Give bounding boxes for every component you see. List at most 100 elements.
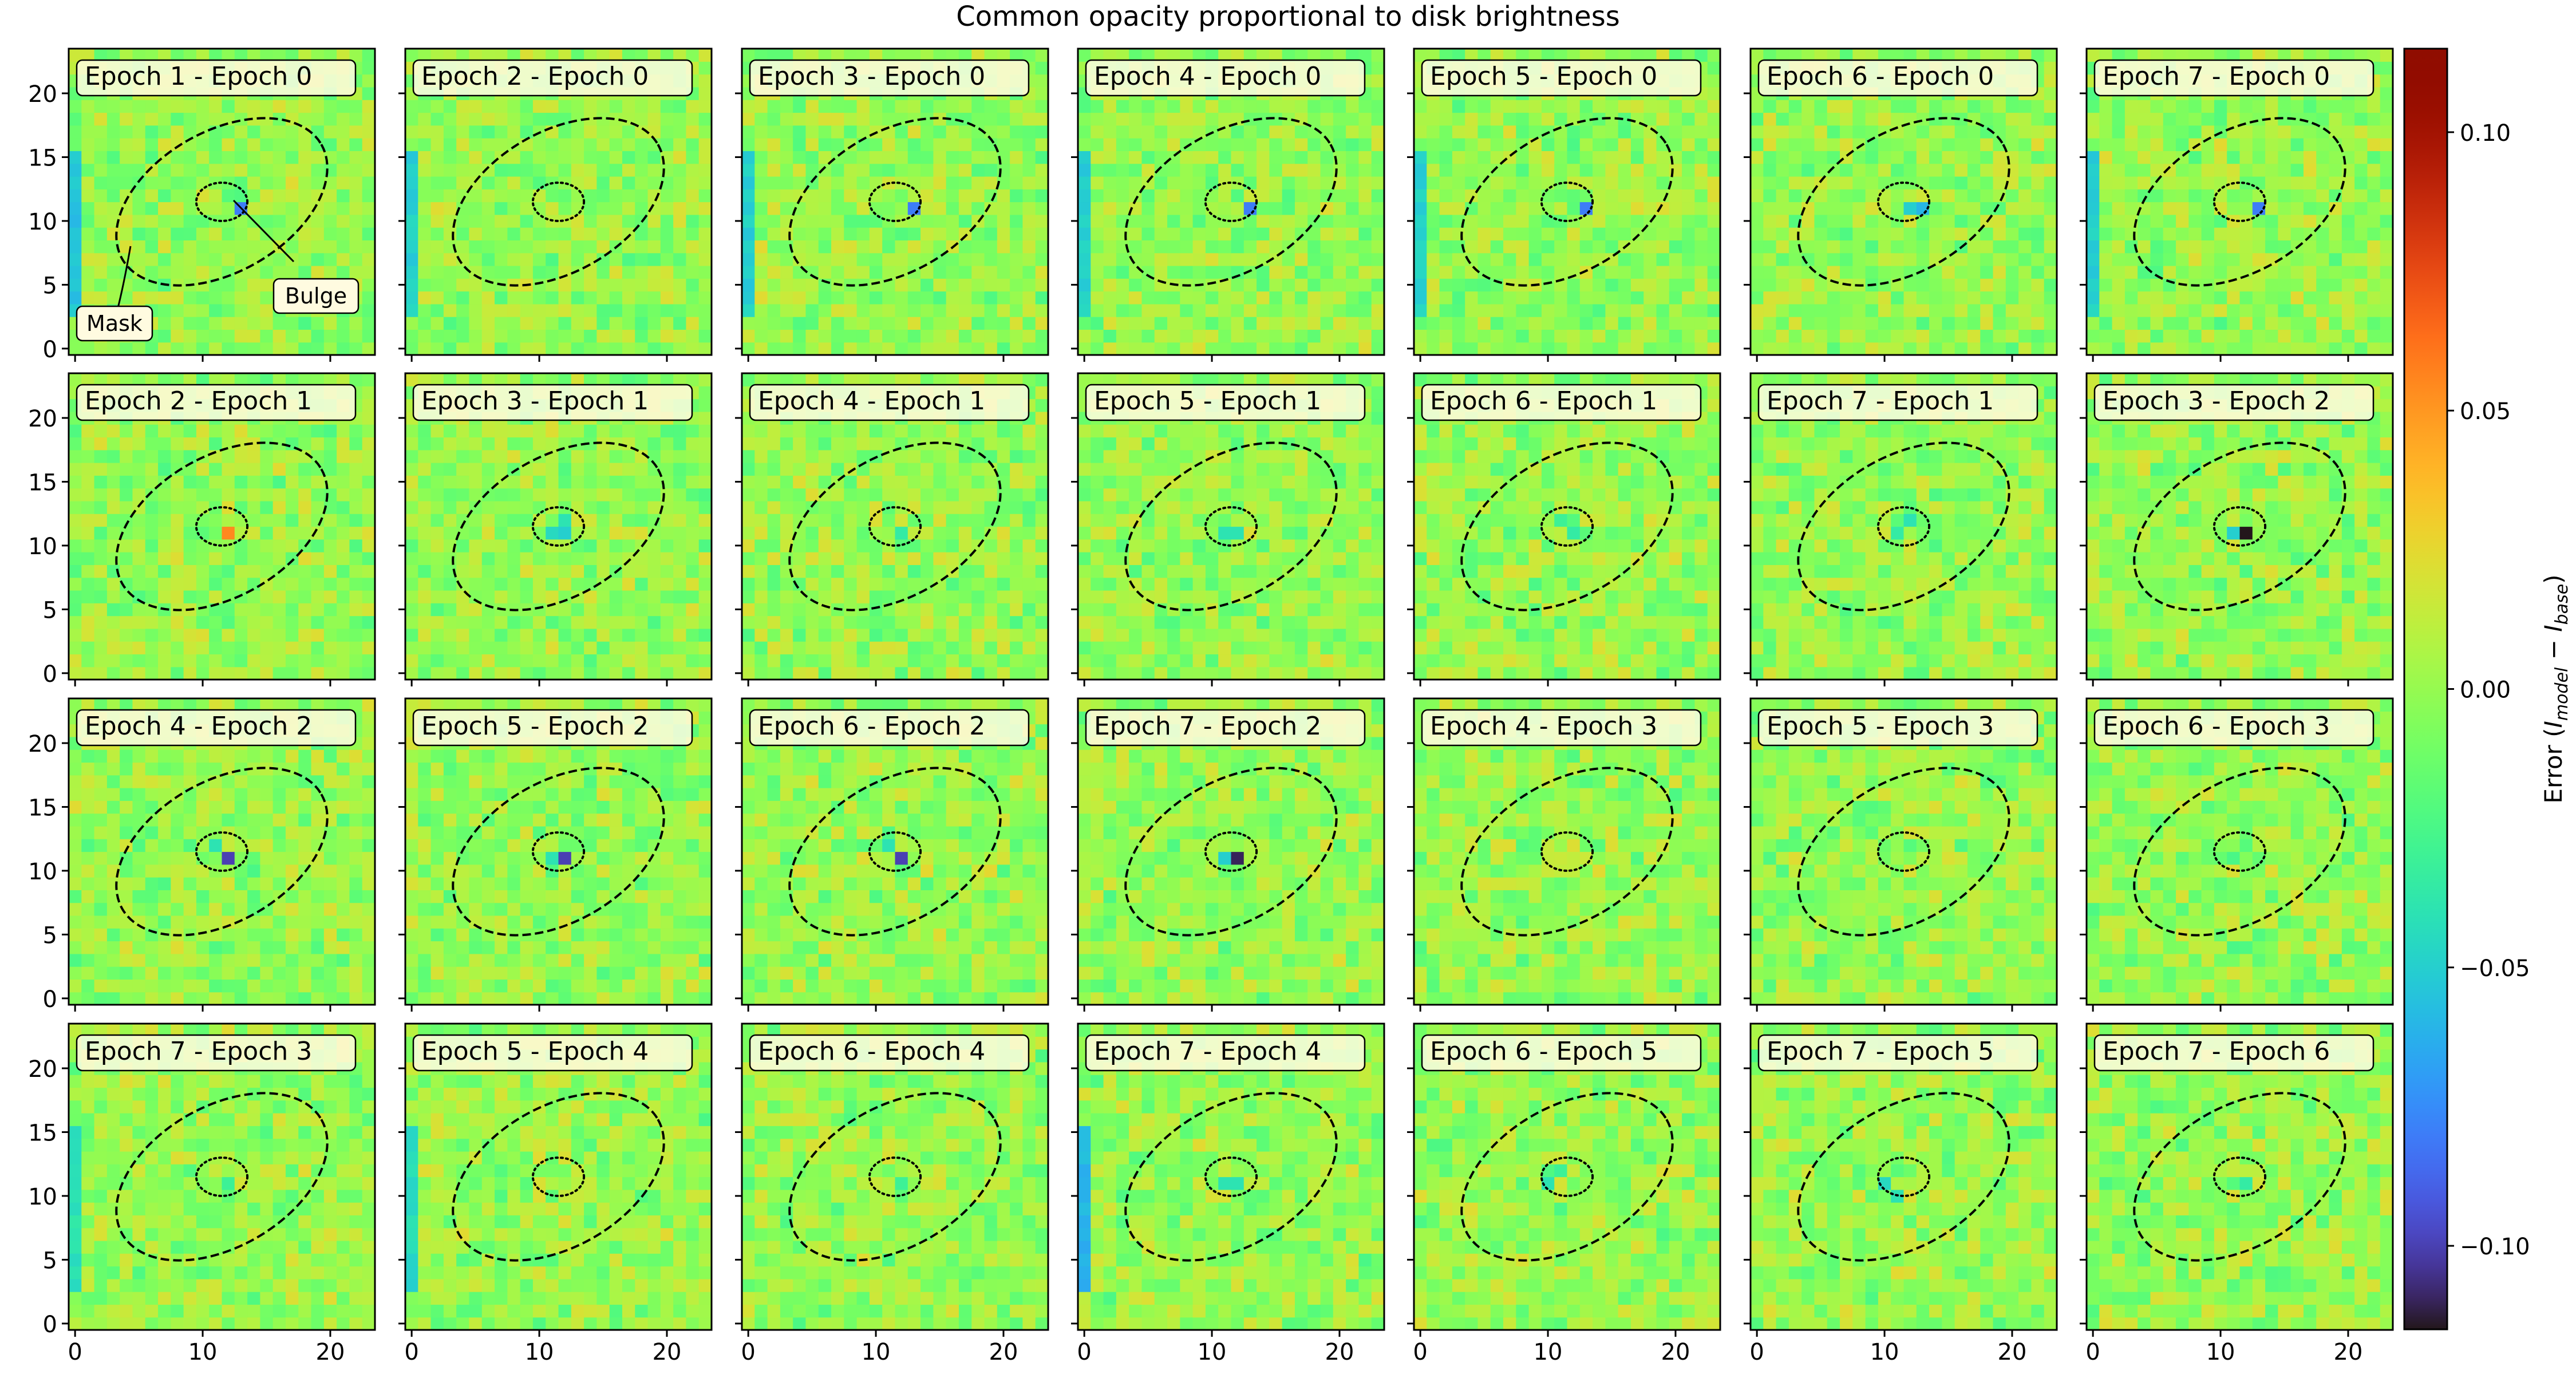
heatmap-cell xyxy=(1010,100,1024,113)
heatmap-cell xyxy=(1218,317,1232,330)
heatmap-cell xyxy=(2252,291,2266,305)
heatmap-cell xyxy=(698,342,712,356)
heatmap-cell xyxy=(2290,227,2304,240)
heatmap-cell xyxy=(520,202,534,215)
heatmap-cell xyxy=(2124,112,2138,126)
heatmap-cell xyxy=(2329,317,2342,330)
heatmap-cell xyxy=(1022,252,1036,266)
heatmap-cell xyxy=(145,654,159,668)
heatmap-cell xyxy=(1371,317,1385,330)
heatmap-cell xyxy=(958,176,972,189)
heatmap-cell xyxy=(520,654,534,668)
heatmap-cell xyxy=(81,564,95,578)
heatmap-cell xyxy=(106,552,120,565)
heatmap-cell xyxy=(430,151,444,164)
heatmap-cell xyxy=(844,214,858,228)
heatmap-cell xyxy=(1788,138,1802,151)
heatmap-cell xyxy=(1618,202,1631,215)
heatmap-cell xyxy=(430,342,444,356)
heatmap-cell xyxy=(1993,202,2006,215)
heatmap-cell xyxy=(1801,163,1815,177)
heatmap-cell xyxy=(1865,189,1879,203)
heatmap-cell xyxy=(1801,214,1815,228)
heatmap-cell xyxy=(622,240,635,254)
heatmap-cell xyxy=(1840,342,1853,356)
heatmap-cell xyxy=(571,564,584,578)
heatmap-cell xyxy=(234,329,248,343)
heatmap-cell xyxy=(196,437,210,451)
heatmap-cell xyxy=(673,317,687,330)
heatmap-cell xyxy=(686,666,700,680)
heatmap-cell xyxy=(571,666,584,680)
heatmap-cell xyxy=(247,252,260,266)
heatmap-cell xyxy=(481,342,495,356)
heatmap-cell xyxy=(1751,329,1764,343)
heatmap-cell xyxy=(1503,317,1516,330)
heatmap-cell xyxy=(349,163,363,177)
heatmap-cell xyxy=(1439,303,1453,317)
heatmap-cell xyxy=(1414,138,1427,151)
heatmap-cell xyxy=(2329,240,2342,254)
heatmap-cell xyxy=(1554,342,1568,356)
heatmap-cell xyxy=(106,577,120,591)
heatmap-cell xyxy=(596,189,610,203)
heatmap-cell xyxy=(1707,189,1721,203)
heatmap-cell xyxy=(2341,240,2355,254)
heatmap-cell xyxy=(234,151,248,164)
heatmap-cell xyxy=(1257,100,1270,113)
heatmap-cell xyxy=(2087,252,2100,266)
heatmap-cell xyxy=(1776,317,1789,330)
heatmap-cell xyxy=(1129,317,1143,330)
heatmap-cell xyxy=(145,151,159,164)
heatmap-cell xyxy=(609,176,623,189)
heatmap-cell xyxy=(2112,214,2125,228)
heatmap-cell xyxy=(780,202,793,215)
heatmap-cell xyxy=(997,252,1010,266)
heatmap-cell xyxy=(1801,265,1815,279)
heatmap-cell xyxy=(158,100,171,113)
heatmap-cell xyxy=(971,189,985,203)
heatmap-cell xyxy=(1477,100,1491,113)
heatmap-cell xyxy=(171,500,184,514)
heatmap-cell xyxy=(120,100,133,113)
heatmap-cell xyxy=(481,564,495,578)
heatmap-cell xyxy=(647,291,661,305)
heatmap-cell xyxy=(507,176,521,189)
heatmap-cell xyxy=(1320,151,1334,164)
heatmap-cell xyxy=(1333,125,1346,139)
heatmap-cell xyxy=(1333,278,1346,292)
heatmap-cell xyxy=(1554,112,1568,126)
heatmap-cell xyxy=(260,291,274,305)
heatmap-cell xyxy=(558,278,572,292)
heatmap-cell xyxy=(2316,163,2330,177)
heatmap-cell xyxy=(495,189,508,203)
heatmap-cell xyxy=(1307,202,1321,215)
heatmap-cell xyxy=(584,112,597,126)
heatmap-cell xyxy=(481,666,495,680)
heatmap-cell xyxy=(132,526,146,540)
heatmap-cell xyxy=(1605,151,1619,164)
heatmap-cell xyxy=(2316,227,2330,240)
heatmap-cell xyxy=(1320,125,1334,139)
heatmap-cell xyxy=(558,214,572,228)
heatmap-cell xyxy=(106,437,120,451)
heatmap-cell xyxy=(106,151,120,164)
heatmap-cell xyxy=(1643,100,1657,113)
heatmap-cell xyxy=(362,386,376,400)
heatmap-cell xyxy=(1371,138,1385,151)
heatmap-cell xyxy=(1231,189,1244,203)
heatmap-cell xyxy=(673,564,687,578)
heatmap-cell xyxy=(971,202,985,215)
heatmap-cell xyxy=(1414,329,1427,343)
heatmap-cell xyxy=(94,214,108,228)
heatmap-cell xyxy=(1371,214,1385,228)
heatmap-cell xyxy=(2380,278,2393,292)
heatmap-cell xyxy=(1694,317,1708,330)
heatmap-cell xyxy=(183,151,197,164)
heatmap-cell xyxy=(298,252,312,266)
heatmap-cell xyxy=(120,552,133,565)
heatmap-cell xyxy=(1282,214,1295,228)
heatmap-cell xyxy=(958,240,972,254)
heatmap-cell xyxy=(1129,303,1143,317)
heatmap-cell xyxy=(69,151,82,164)
